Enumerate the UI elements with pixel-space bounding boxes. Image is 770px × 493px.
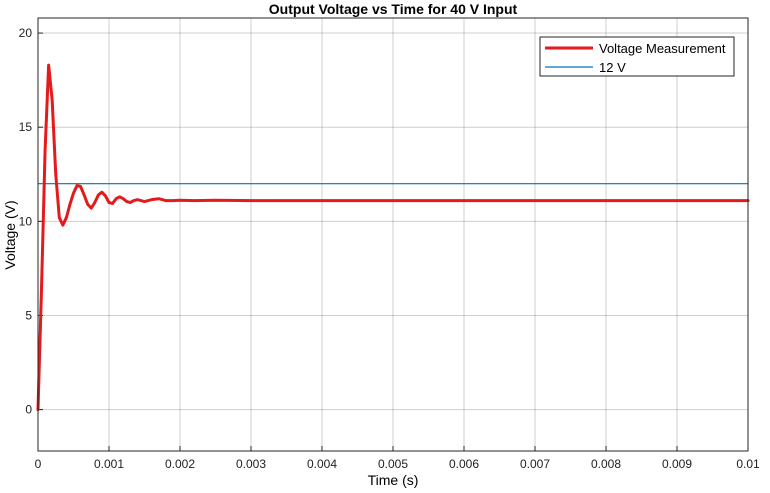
legend-label-voltage-measurement: Voltage Measurement	[599, 41, 726, 56]
x-tick-label: 0.004	[307, 457, 337, 471]
legend-box	[539, 36, 735, 77]
y-axis-label: Voltage (V)	[2, 200, 18, 269]
y-tick-label: 20	[19, 26, 33, 40]
y-tick-label: 5	[25, 308, 32, 322]
legend-label-12v: 12 V	[599, 60, 626, 75]
x-tick-label: 0	[35, 457, 42, 471]
y-tick-label: 15	[19, 120, 33, 134]
legend: Voltage Measurement 12 V	[539, 36, 735, 77]
series-line-voltage-measurement	[36, 63, 750, 412]
x-tick-label: 0.001	[94, 457, 124, 471]
x-tick-label: 0.01	[736, 457, 760, 471]
series-lines	[36, 63, 750, 412]
x-axis-ticks: 0 0.001 0.002 0.003 0.004 0.005 0.006 0.007 0.00…	[35, 446, 760, 471]
y-axis-ticks: 0 5 10 15 20	[19, 26, 43, 417]
x-tick-label: 0.005	[378, 457, 408, 471]
y-tick-label: 10	[19, 214, 33, 228]
x-tick-label: 0.007	[520, 457, 550, 471]
chart-title: Output Voltage vs Time for 40 V Input	[269, 1, 518, 17]
x-tick-label: 0.008	[591, 457, 621, 471]
plot-frame	[37, 17, 749, 452]
x-tick-label: 0.002	[165, 457, 195, 471]
x-axis-label: Time (s)	[368, 472, 419, 488]
plot-area	[38, 18, 748, 451]
y-tick-label: 0	[25, 403, 32, 417]
x-tick-label: 0.006	[449, 457, 479, 471]
x-tick-label: 0.009	[662, 457, 692, 471]
x-tick-label: 0.003	[236, 457, 266, 471]
